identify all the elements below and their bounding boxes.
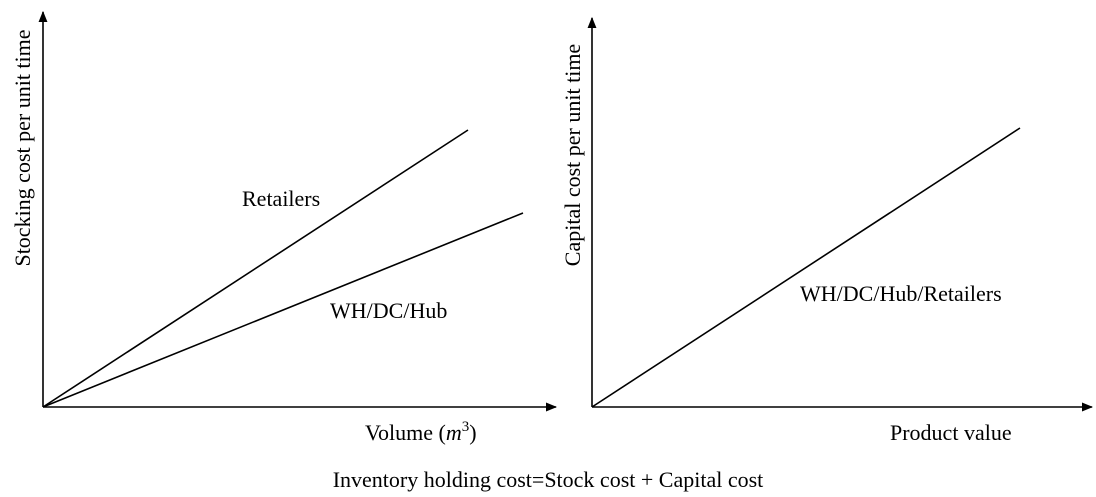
x-label-part: ) [469,420,476,445]
caption: Inventory holding cost=Stock cost + Capi… [333,467,764,492]
retailers-line [42,129,469,408]
line-label: Retailers [242,186,320,211]
x-label-part: m [446,420,462,445]
y-axis-label: Capital cost per unit time [560,44,585,266]
x-axis-label: Product value [890,420,1012,445]
x-label-part: Volume ( [365,420,446,445]
y-axis-label: Stocking cost per unit time [10,29,35,266]
wh-line [42,212,524,408]
left-panel: Stocking cost per unit time Retailers WH… [10,10,558,445]
line [591,127,1021,408]
x-axis-label: Volume (m3) [365,419,477,445]
right-panel: Capital cost per unit time WH/DC/Hub/Ret… [560,16,1094,445]
line-label: WH/DC/Hub [330,298,447,323]
x-label-part: 3 [462,419,470,435]
line-label: WH/DC/Hub/Retailers [800,281,1002,306]
